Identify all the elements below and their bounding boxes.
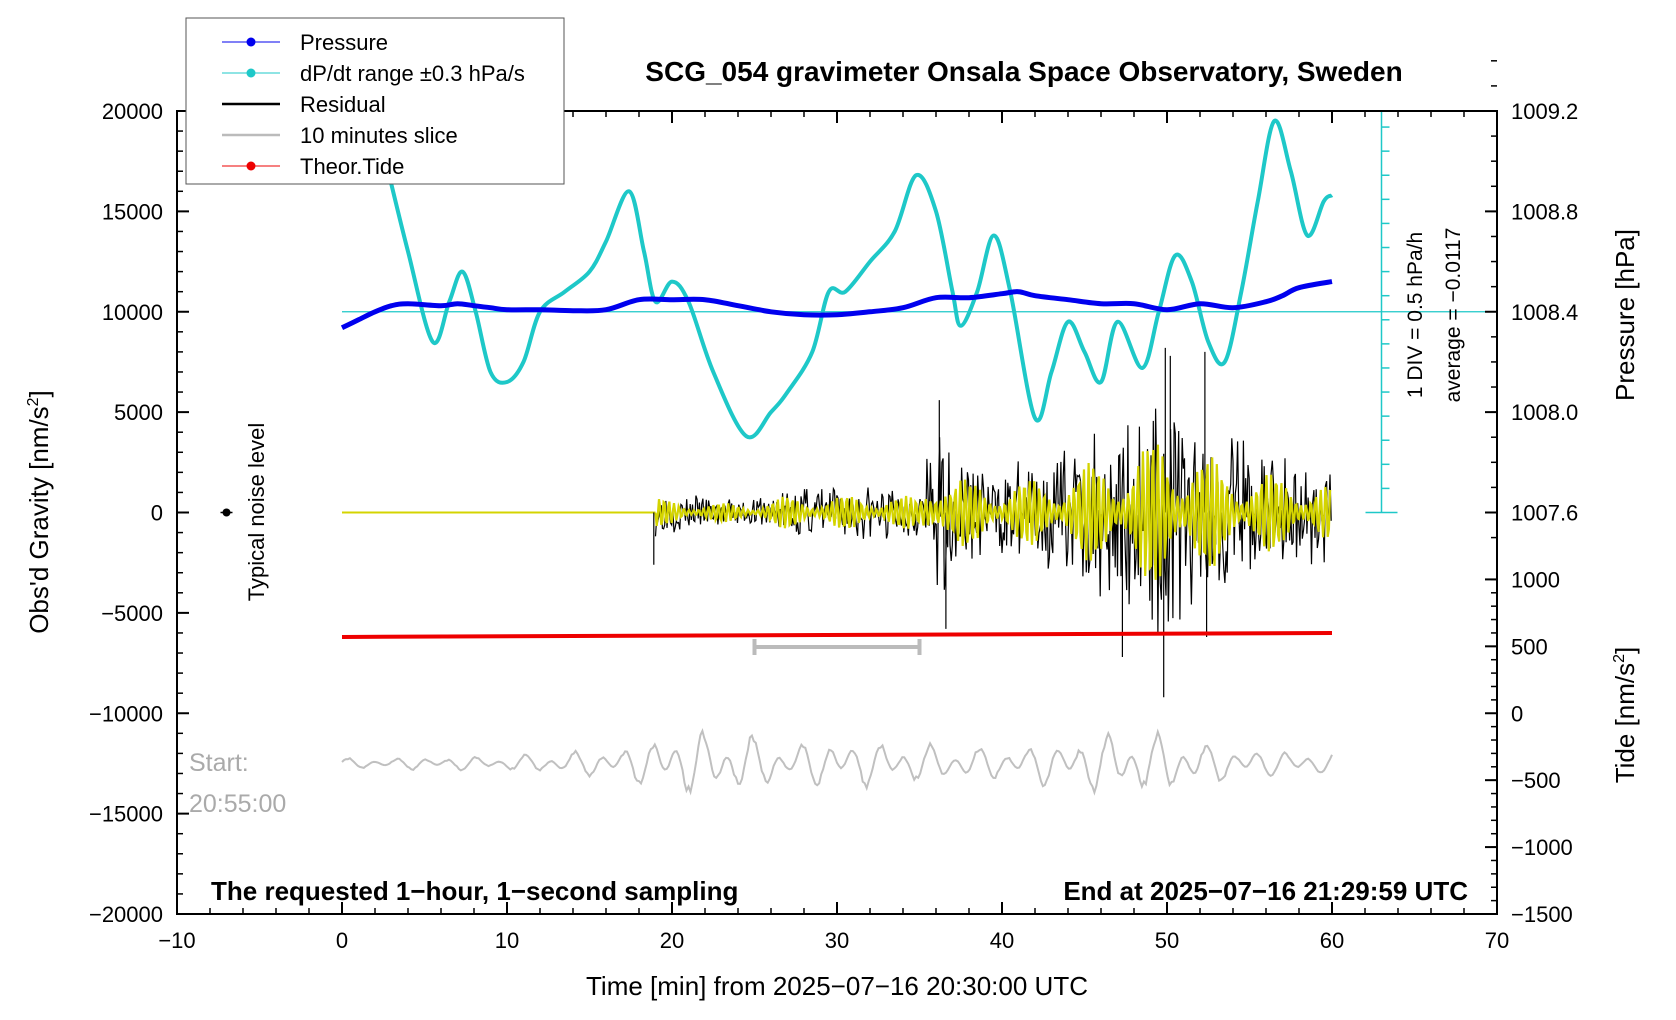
y-axis-tide-label-main: Tide [nm/s (1610, 663, 1640, 783)
x-tick-label: 60 (1320, 928, 1344, 953)
legend-marker (246, 37, 256, 47)
y-axis-left-label: Obs'd Gravity [nm/s2] (24, 390, 54, 634)
axes-layer: −10 0 10 20 30 40 50 60 7020000150001000050000−5… (89, 60, 1578, 953)
bottom-right-note: End at 2025−07−16 21:29:59 UTC (1063, 876, 1468, 906)
dpdt-line (386, 118, 1334, 440)
x-tick-label: 0 (336, 928, 348, 953)
legend-label: dP/dt range ±0.3 hPa/s (300, 61, 525, 86)
y-axis-tide-label: Tide [nm/s2] (1610, 647, 1640, 784)
start-time-label: 20:55:00 (189, 790, 286, 818)
legend-label: 10 minutes slice (300, 123, 458, 148)
y-axis-left-label-sup: 2 (25, 397, 42, 406)
y-tide-tick-label: −500 (1511, 768, 1561, 793)
legend-marker (246, 161, 256, 171)
x-tick-label: 30 (825, 928, 849, 953)
y-pressure-tick-label: 1008.0 (1511, 400, 1578, 425)
legend-marker (246, 68, 256, 78)
x-tick-label: 10 (495, 928, 519, 953)
x-tick-label: 40 (990, 928, 1014, 953)
y-left-tick-label: 0 (151, 501, 163, 526)
x-tick-label: −10 (158, 928, 195, 953)
slice-bracket (752, 639, 922, 656)
legend-label: Residual (300, 92, 386, 117)
y-left-tick-label: 20000 (102, 99, 163, 124)
x-tick-label: 20 (660, 928, 684, 953)
y-left-tick-label: −20000 (89, 902, 163, 927)
y-axis-tide-label-sup: 2 (1611, 654, 1628, 663)
y-pressure-tick-label: 1008.4 (1511, 300, 1578, 325)
y-left-tick-label: −5000 (101, 601, 163, 626)
y-left-tick-label: 15000 (102, 199, 163, 224)
y-tide-tick-label: −1500 (1511, 902, 1573, 927)
y-pressure-tick-label: 1008.8 (1511, 199, 1578, 224)
plot-layer (220, 111, 1497, 796)
y-axis-tide-label-tail: ] (1610, 647, 1640, 654)
legend-label: Theor.Tide (300, 154, 404, 179)
noise-level-label: Typical noise level (244, 423, 269, 602)
y-left-tick-label: 10000 (102, 300, 163, 325)
y-pressure-tick-label: 1009.2 (1511, 99, 1578, 124)
x-tick-label: 70 (1485, 928, 1509, 953)
div-label: 1 DIV = 0.5 hPa/h (1404, 232, 1427, 398)
residual-line (653, 347, 1332, 698)
y-axis-left-label-main: Obs'd Gravity [nm/s (24, 406, 54, 633)
tide-line (341, 630, 1333, 639)
y-pressure-tick-label: 1007.6 (1511, 501, 1578, 526)
legend-label: Pressure (300, 30, 388, 55)
x-axis-label: Time [min] from 2025−07−16 20:30:00 UTC (586, 971, 1088, 1001)
pressure-line (340, 279, 1333, 331)
chart-title: SCG_054 gravimeter Onsala Space Observat… (645, 56, 1402, 87)
filtered-residual-line (654, 444, 1332, 580)
average-label: average = −0.0117 (1442, 228, 1465, 403)
y-tide-tick-label: 1000 (1511, 567, 1560, 592)
y-left-tick-label: −10000 (89, 701, 163, 726)
y-left-tick-label: −15000 (89, 802, 163, 827)
start-label: Start: (189, 749, 249, 777)
y-left-tick-label: 5000 (114, 400, 163, 425)
y-tide-tick-label: 0 (1511, 701, 1523, 726)
legend: Pressure dP/dt range ±0.3 hPa/s Residual 10… (185, 17, 565, 185)
y-tide-tick-label: 500 (1511, 634, 1548, 659)
x-tick-label: 50 (1155, 928, 1179, 953)
bottom-left-note: The requested 1−hour, 1−second sampling (211, 876, 738, 906)
slice-line (341, 727, 1333, 796)
y-tide-tick-label: −1000 (1511, 835, 1573, 860)
y-axis-left-label-tail: ] (24, 390, 54, 397)
y-axis-pressure-label: Pressure [hPa] (1610, 229, 1640, 401)
